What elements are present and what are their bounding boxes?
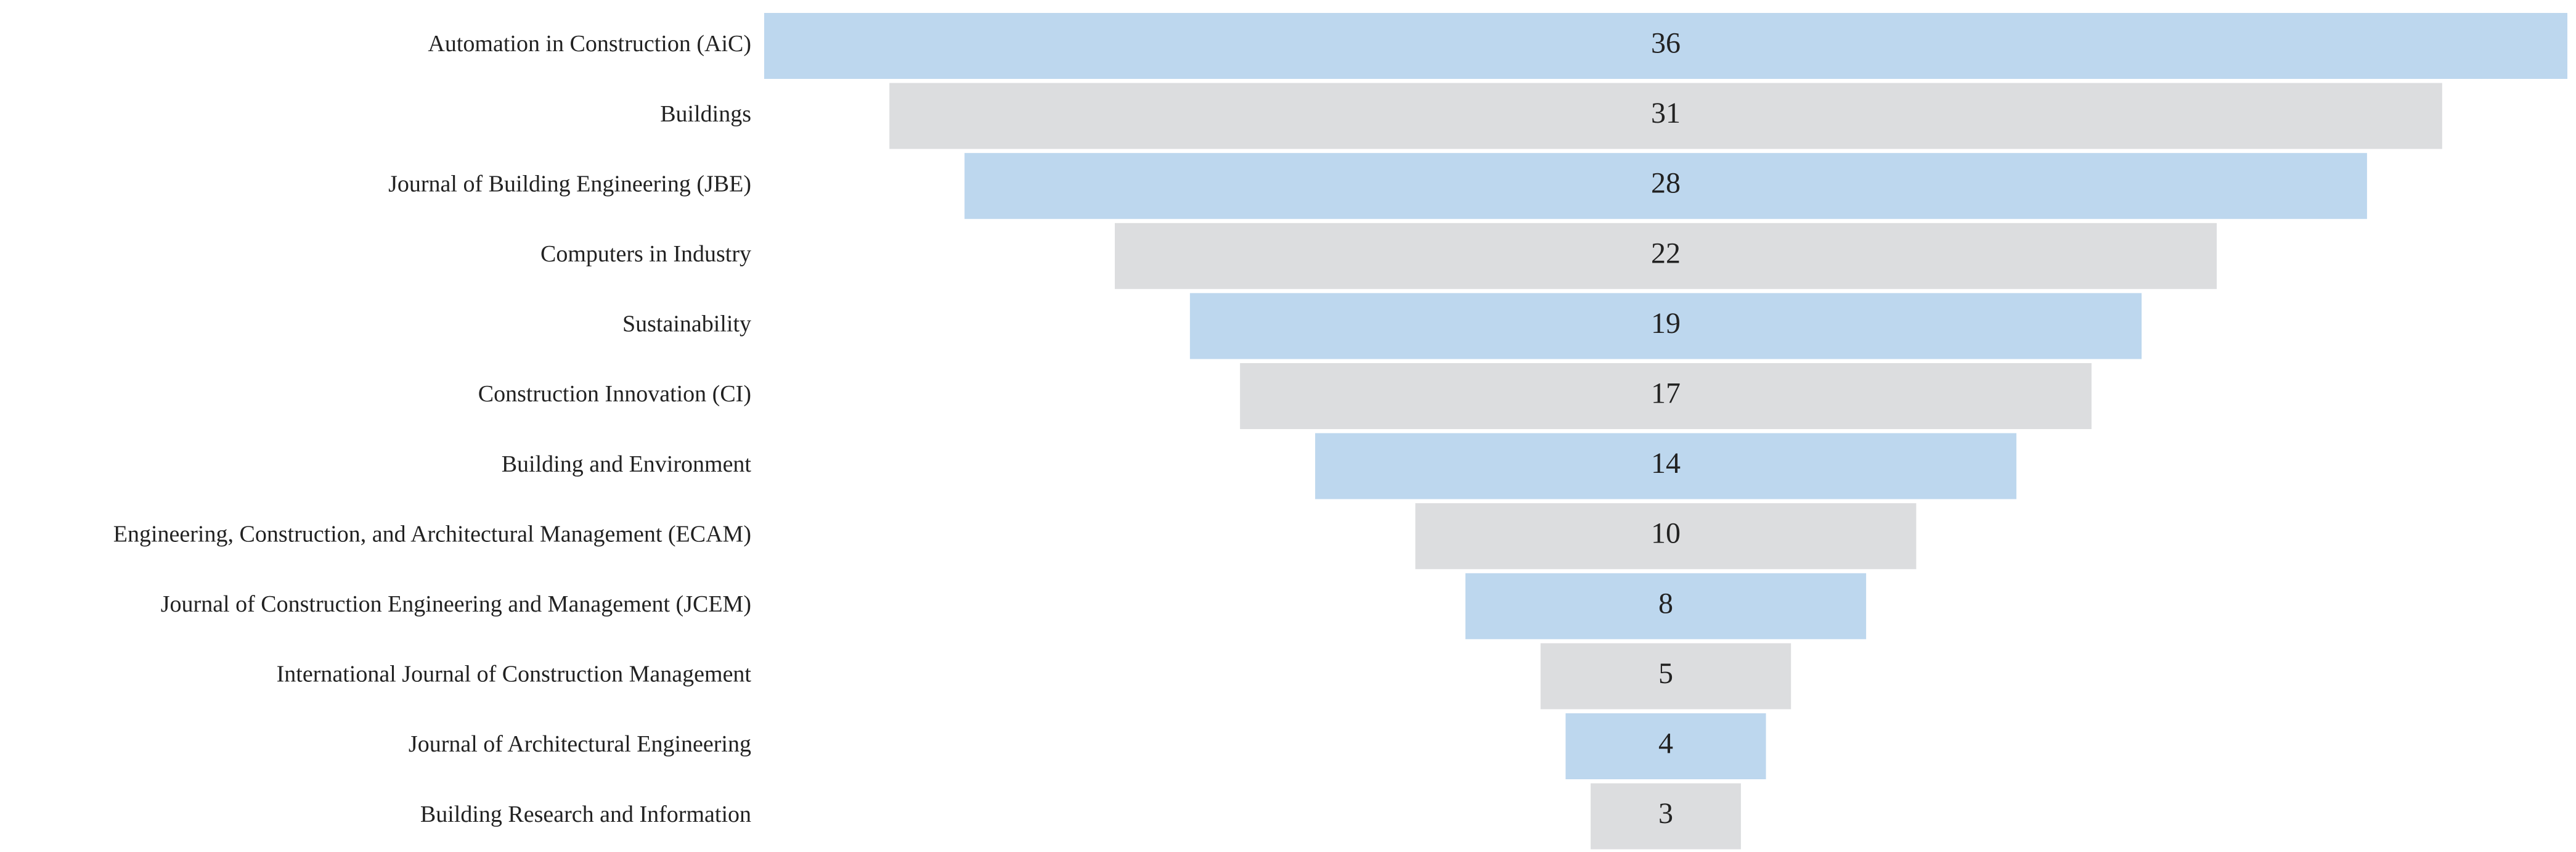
value-label: 22 [1651, 237, 1681, 269]
funnel-bar [1591, 783, 1741, 850]
funnel-bar [1315, 433, 2016, 499]
funnel-bar [1189, 293, 2142, 359]
category-label: Journal of Construction Engineering and … [161, 591, 751, 617]
category-label: Journal of Architectural Engineering [409, 731, 751, 757]
category-label: Computers in Industry [540, 241, 751, 267]
value-label: 14 [1651, 447, 1681, 480]
category-label: International Journal of Construction Ma… [277, 662, 752, 687]
funnel-bar [1415, 503, 1917, 570]
category-label: Construction Innovation (CI) [478, 381, 751, 407]
category-label: Building Research and Information [420, 801, 751, 827]
funnel-bar [1565, 713, 1766, 779]
value-label: 19 [1651, 307, 1681, 340]
category-label: Automation in Construction (AiC) [428, 31, 751, 57]
value-label: 8 [1658, 587, 1673, 620]
category-label: Sustainability [622, 311, 751, 337]
funnel-bar [964, 153, 2367, 219]
funnel-bar [1540, 643, 1791, 710]
funnel-bar [764, 13, 2567, 79]
value-label: 31 [1651, 97, 1681, 129]
value-label: 4 [1658, 727, 1673, 760]
funnel-bar [889, 83, 2442, 149]
value-label: 10 [1651, 517, 1681, 550]
funnel-bar [1465, 573, 1867, 639]
value-label: 36 [1651, 27, 1681, 60]
funnel-bar [1114, 223, 2217, 289]
value-label: 3 [1658, 797, 1673, 830]
category-label: Engineering, Construction, and Architect… [113, 521, 751, 547]
value-label: 28 [1651, 167, 1681, 200]
funnel-bar [1240, 363, 2092, 429]
value-label: 5 [1658, 657, 1673, 690]
category-label: Building and Environment [502, 451, 752, 477]
category-label: Buildings [660, 101, 751, 127]
value-label: 17 [1651, 377, 1681, 410]
category-label: Journal of Building Engineering (JBE) [388, 171, 751, 197]
